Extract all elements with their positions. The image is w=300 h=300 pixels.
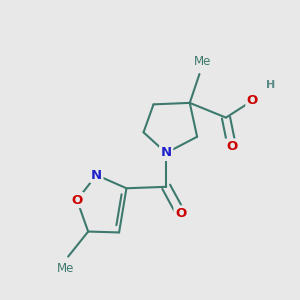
Text: N: N (91, 169, 102, 182)
Text: N: N (160, 146, 172, 159)
Text: Me: Me (56, 262, 74, 275)
Text: O: O (175, 207, 186, 220)
Text: Me: Me (194, 55, 211, 68)
Text: O: O (247, 94, 258, 107)
Text: H: H (266, 80, 275, 90)
Text: O: O (226, 140, 238, 153)
Text: O: O (71, 194, 82, 207)
